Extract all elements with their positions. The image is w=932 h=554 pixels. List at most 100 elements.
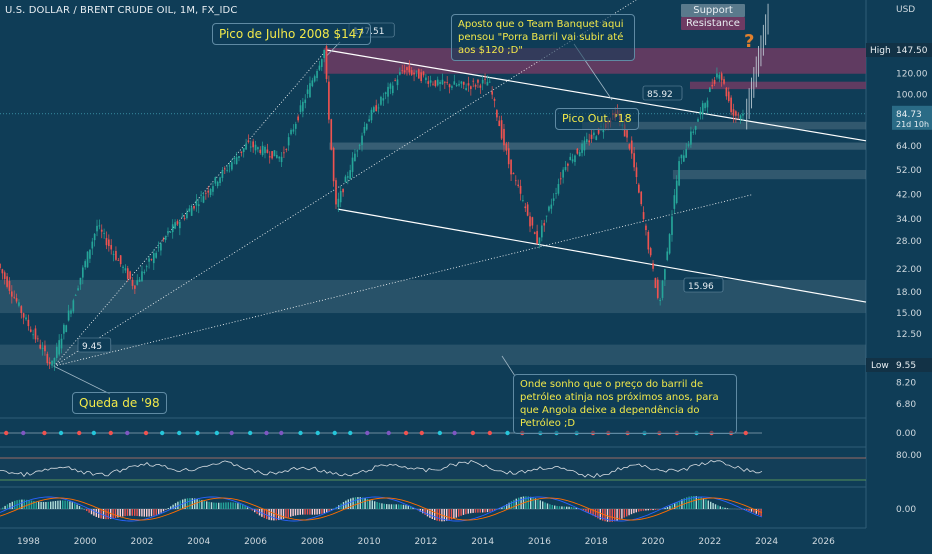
candle-body bbox=[342, 189, 344, 192]
candle-body bbox=[35, 328, 37, 339]
hist-bar bbox=[388, 504, 389, 509]
hist-bar bbox=[302, 509, 303, 515]
hist-bar bbox=[424, 509, 425, 515]
candle-body bbox=[626, 130, 628, 137]
candle-body bbox=[77, 288, 79, 290]
candle-body bbox=[243, 148, 245, 152]
candle-body bbox=[44, 345, 46, 351]
hist-bar bbox=[204, 501, 205, 509]
candle-body bbox=[148, 258, 150, 261]
x-tick-label: 2016 bbox=[528, 537, 551, 547]
hist-bar bbox=[283, 509, 284, 519]
candle-body bbox=[84, 261, 86, 267]
hist-bar bbox=[405, 505, 406, 509]
candle-body bbox=[569, 157, 571, 160]
hist-bar bbox=[710, 502, 711, 509]
hist-bar bbox=[93, 509, 94, 516]
candle-body bbox=[196, 201, 198, 206]
candle-body bbox=[267, 150, 269, 153]
candle-body bbox=[304, 100, 306, 103]
candle-body bbox=[714, 80, 716, 84]
hist-bar bbox=[676, 502, 677, 509]
candle-body bbox=[212, 186, 214, 192]
candle-body bbox=[404, 70, 406, 72]
hist-bar bbox=[751, 509, 752, 512]
event-dot bbox=[125, 431, 129, 435]
ind3-tick: 0.00 bbox=[896, 505, 916, 515]
hist-bar bbox=[79, 506, 80, 509]
event-dot bbox=[744, 431, 748, 435]
hist-bar bbox=[156, 509, 157, 515]
candle-body bbox=[427, 81, 429, 84]
candle-body bbox=[392, 86, 394, 93]
candle-body bbox=[737, 115, 739, 116]
hist-bar bbox=[242, 505, 243, 509]
hist-bar bbox=[163, 509, 164, 511]
hist-bar bbox=[268, 509, 269, 520]
hist-bar bbox=[124, 509, 125, 516]
candle-body bbox=[572, 159, 574, 161]
hist-bar bbox=[664, 508, 665, 509]
candle-body bbox=[70, 310, 72, 313]
hist-bar bbox=[573, 507, 574, 509]
high-tag-label: High bbox=[870, 46, 891, 56]
candle-body bbox=[186, 212, 188, 218]
candle-body bbox=[550, 205, 552, 209]
candle-body bbox=[58, 340, 60, 354]
hist-bar bbox=[703, 498, 704, 509]
x-tick-label: 2000 bbox=[74, 537, 97, 547]
candle-body bbox=[207, 191, 209, 193]
candle-body bbox=[205, 193, 207, 194]
hist-bar bbox=[564, 507, 565, 509]
candle-body bbox=[101, 230, 103, 232]
hist-bar bbox=[398, 504, 399, 509]
candle-body bbox=[151, 259, 153, 260]
candle-body bbox=[647, 232, 649, 249]
candle-body bbox=[409, 66, 411, 73]
hist-bar bbox=[559, 506, 560, 509]
current-price-value: 84.73 bbox=[896, 110, 922, 120]
y-tick-label: 12.50 bbox=[896, 330, 922, 340]
hist-bar bbox=[724, 508, 725, 509]
hist-bar bbox=[213, 503, 214, 509]
hist-bar bbox=[240, 504, 241, 509]
candle-body bbox=[472, 81, 474, 82]
hist-bar bbox=[540, 500, 541, 509]
candle-body bbox=[695, 126, 697, 130]
candle-body bbox=[248, 141, 250, 142]
candle-body bbox=[581, 144, 583, 153]
hist-bar bbox=[271, 509, 272, 520]
hist-bar bbox=[24, 500, 25, 509]
candle-body bbox=[716, 73, 718, 77]
hist-bar bbox=[136, 509, 137, 516]
hist-bar bbox=[2, 508, 3, 509]
hist-bar bbox=[436, 509, 437, 521]
candle-body bbox=[229, 166, 231, 167]
hist-bar bbox=[408, 506, 409, 509]
candle-body bbox=[122, 267, 124, 268]
candle-body bbox=[574, 155, 576, 162]
candle-body bbox=[330, 119, 332, 149]
candle-body bbox=[536, 231, 538, 243]
hist-bar bbox=[52, 501, 53, 509]
hist-bar bbox=[319, 509, 320, 514]
candle-body bbox=[82, 268, 84, 278]
candle-body bbox=[73, 300, 75, 311]
candle-body bbox=[539, 237, 541, 243]
candle-body bbox=[373, 107, 375, 112]
y-tick-label: 8.20 bbox=[896, 379, 916, 389]
candle-body bbox=[349, 170, 351, 179]
hist-bar bbox=[228, 502, 229, 509]
candle-body bbox=[28, 320, 30, 326]
candle-body bbox=[674, 195, 676, 209]
hist-bar bbox=[4, 506, 5, 509]
candle-body bbox=[311, 80, 313, 86]
x-tick-label: 2002 bbox=[131, 537, 154, 547]
candle-body bbox=[496, 110, 498, 117]
candle-body bbox=[444, 82, 446, 83]
candle-body bbox=[293, 129, 295, 131]
candle-body bbox=[18, 302, 20, 305]
candle-body bbox=[0, 264, 1, 268]
hist-bar bbox=[698, 497, 699, 509]
